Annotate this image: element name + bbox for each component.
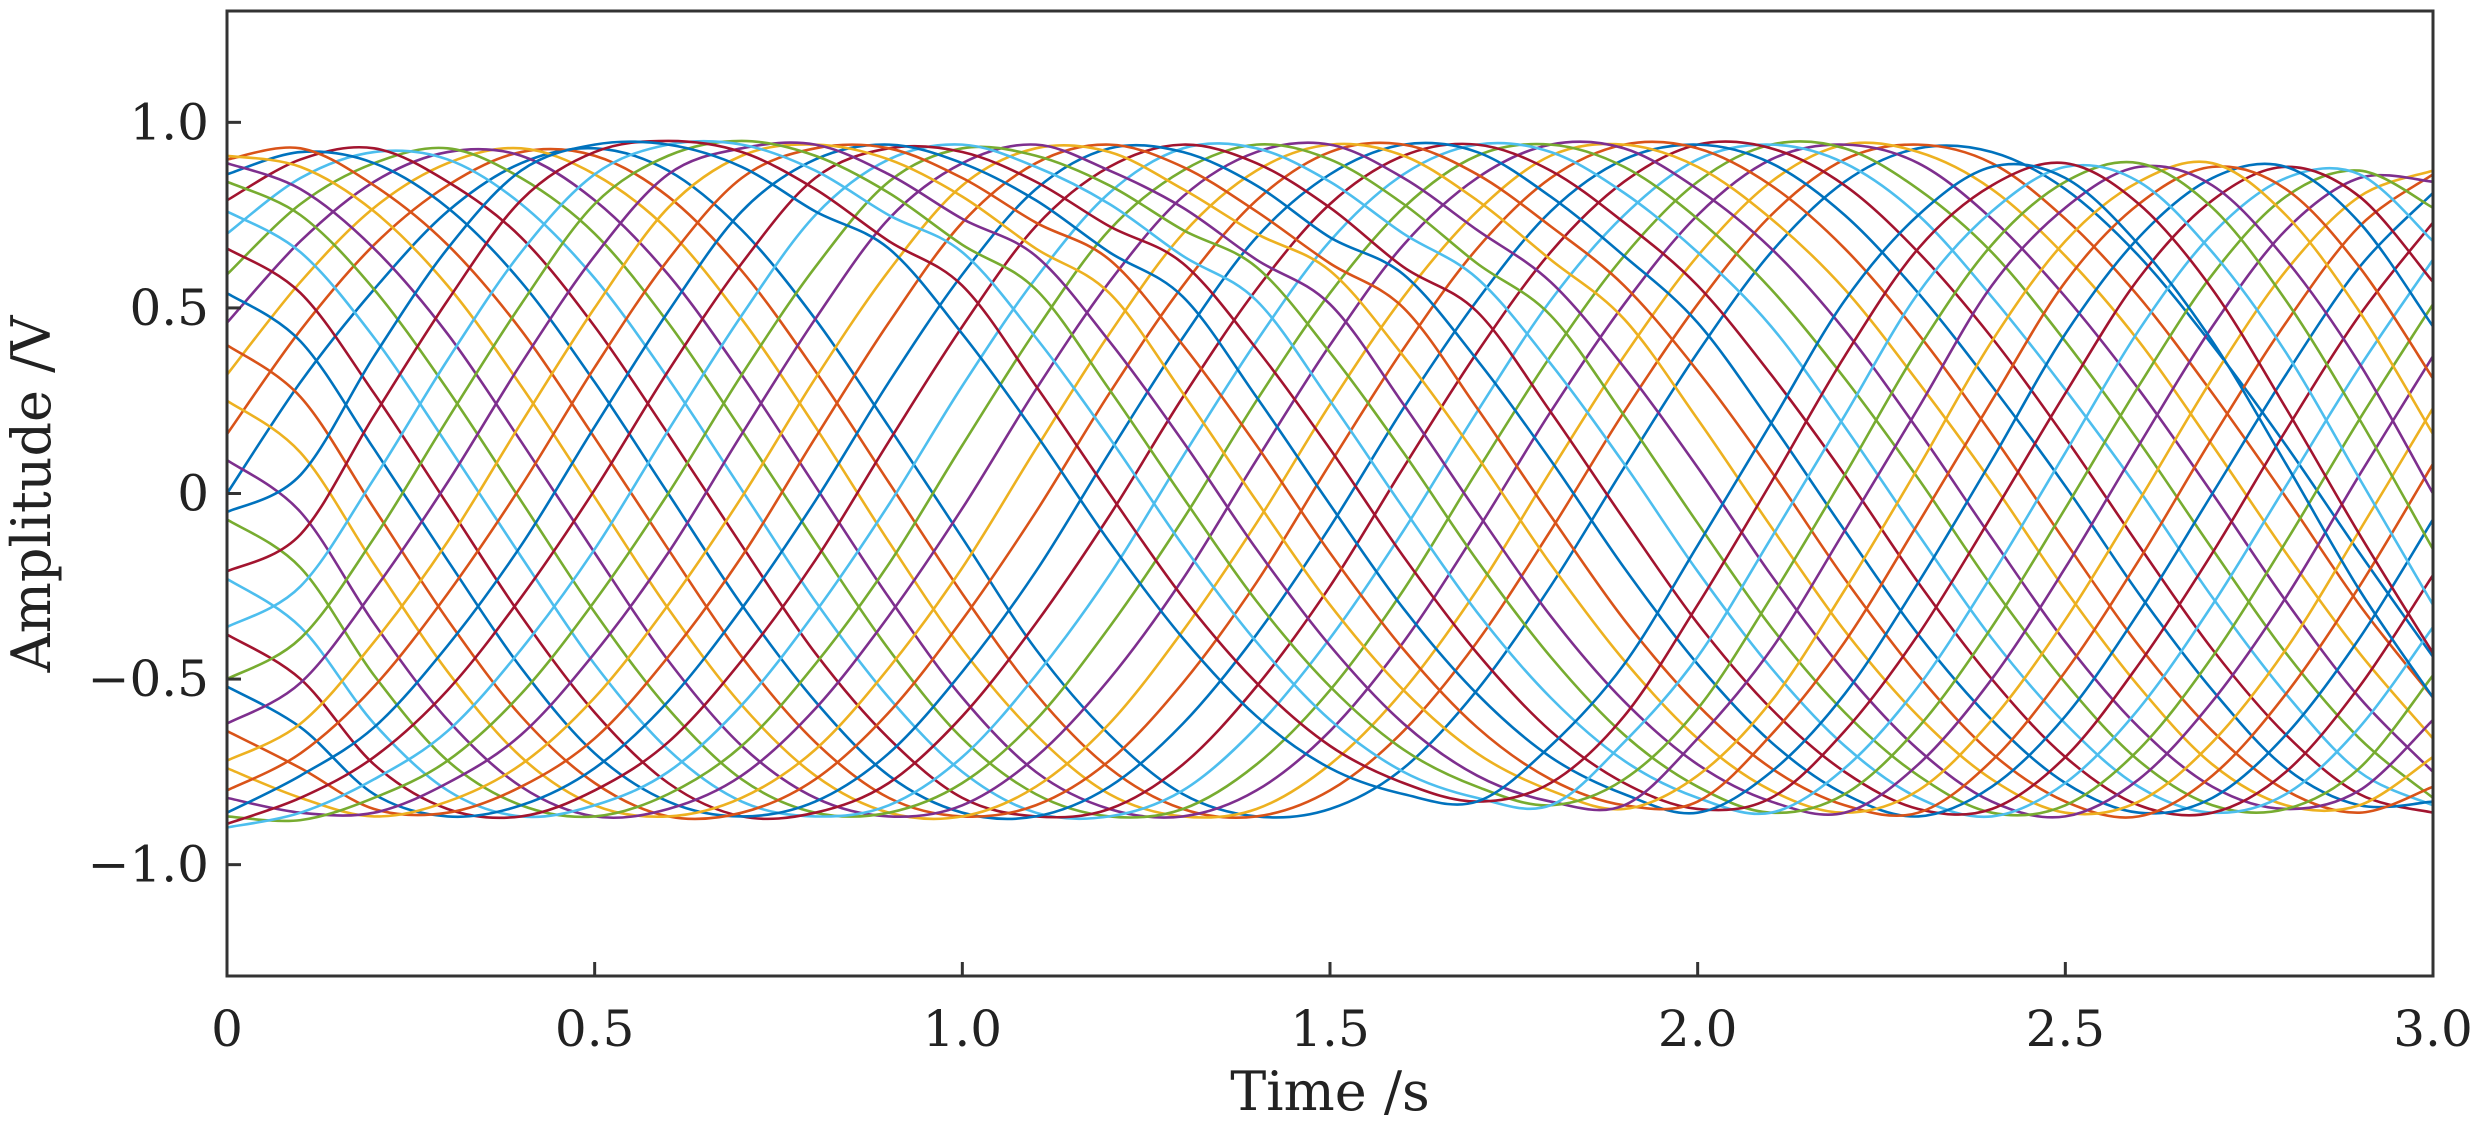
series-line-34 — [227, 139, 2433, 811]
x-tick-label-1: 0.5 — [555, 1000, 635, 1058]
x-tick-label-5: 2.5 — [2026, 1000, 2106, 1058]
y-axis: −1.0 −0.5 0 0.5 1.0 — [88, 93, 241, 894]
y-tick-label-2: 0 — [177, 465, 209, 523]
y-tick-label-1: −0.5 — [88, 650, 209, 708]
x-axis-title: Time /s — [1230, 1060, 1430, 1122]
series-line-32 — [227, 141, 2433, 812]
x-tick-label-4: 2.0 — [1658, 1000, 1738, 1058]
series-line-15 — [227, 141, 2433, 818]
series-line-24 — [227, 144, 2433, 818]
series-line-10 — [227, 142, 2433, 821]
x-tick-label-2: 1.0 — [923, 1000, 1003, 1058]
series-line-9 — [227, 140, 2433, 818]
series-line-26 — [227, 145, 2433, 823]
series-line-6 — [227, 143, 2433, 821]
series-line-30 — [227, 143, 2433, 811]
series-line-20 — [227, 142, 2433, 819]
series-line-5 — [227, 140, 2433, 819]
series-line-25 — [227, 143, 2433, 817]
y-axis-title: Amplitude /V — [0, 315, 63, 674]
series-line-16 — [227, 141, 2433, 821]
x-tick-label-6: 3.0 — [2393, 1000, 2473, 1058]
series-line-23 — [227, 143, 2433, 818]
series-line-19 — [227, 143, 2433, 819]
series-line-33 — [227, 139, 2433, 807]
series-line-7 — [227, 140, 2433, 819]
series-line-28 — [227, 144, 2433, 826]
series-line-1 — [227, 144, 2433, 819]
x-tick-label-0: 0 — [211, 1000, 243, 1058]
y-tick-label-3: 0.5 — [129, 279, 209, 337]
series-line-36 — [227, 140, 2433, 806]
series-line-35 — [227, 139, 2433, 803]
y-tick-label-0: −1.0 — [88, 836, 209, 894]
y-tick-label-4: 1.0 — [129, 93, 209, 151]
series-line-12 — [227, 142, 2433, 818]
series-line-4 — [227, 143, 2433, 819]
series-line-31 — [227, 143, 2433, 811]
series-line-27 — [227, 143, 2433, 829]
series-line-11 — [227, 140, 2433, 818]
series-line-2 — [227, 143, 2433, 819]
x-axis: 0 0.5 1.0 1.5 2.0 2.5 3.0 — [211, 962, 2473, 1058]
series-line-13 — [227, 141, 2433, 818]
series-line-14 — [227, 142, 2433, 821]
series-line-8 — [227, 143, 2433, 821]
series-line-29 — [227, 143, 2433, 815]
x-tick-label-3: 1.5 — [1290, 1000, 1370, 1058]
series-layer — [227, 139, 2433, 829]
series-line-21 — [227, 143, 2433, 820]
series-line-22 — [227, 143, 2433, 819]
